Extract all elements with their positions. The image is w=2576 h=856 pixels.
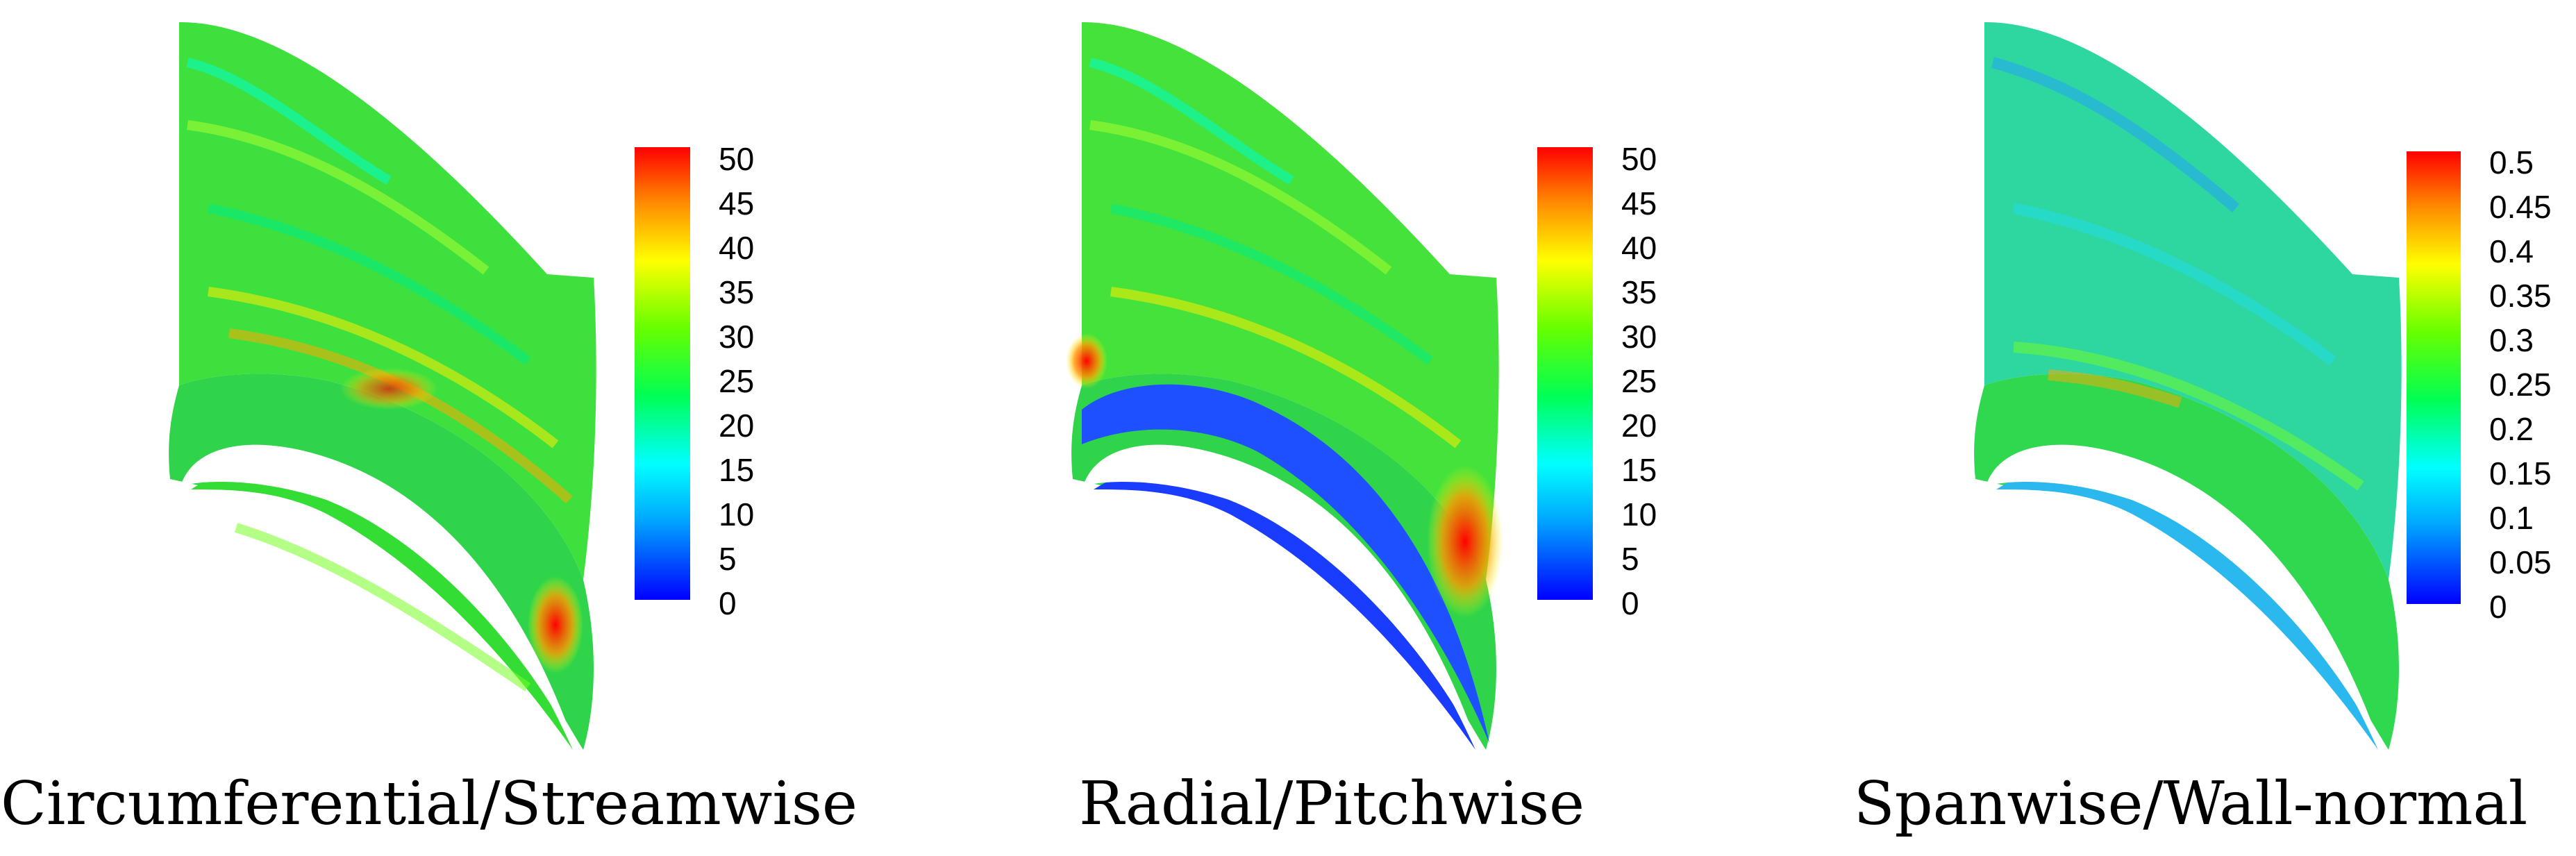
turbulence-streaks: [1991, 57, 2364, 491]
contour-plot: 0.5 0.45 0.4 0.35 0.3 0.25 0.2 0.15 0.1 …: [1974, 22, 2552, 750]
panel-caption: Circumferential/Streamwise: [1, 769, 858, 839]
colorbar-tick: 30: [719, 319, 754, 355]
hot-spot: [528, 576, 583, 673]
colorbar-tick: 15: [719, 452, 754, 488]
colorbar-tick: 0.4: [2489, 233, 2534, 269]
colorbar-tick: 0: [2489, 589, 2507, 625]
colorbar-tick: 5: [719, 541, 737, 577]
colorbar-tick: 10: [719, 496, 754, 532]
colorbar: 0.5 0.45 0.4 0.35 0.3 0.25 0.2 0.15 0.1 …: [2407, 144, 2552, 625]
blade-profile: [1986, 444, 2382, 750]
colorbar-tick: 0.5: [2489, 144, 2534, 181]
colorbar-gradient: [635, 147, 690, 600]
hot-spot: [1427, 465, 1503, 618]
lower-passage: [1974, 374, 2399, 750]
contour-plot: 50 45 40 35 30 25 20 15 10 5 0: [1066, 22, 1657, 750]
colorbar-tick: 25: [719, 363, 754, 399]
panel-spanwise-wall-normal: 0.5 0.45 0.4 0.35 0.3 0.25 0.2 0.15 0.1 …: [1805, 0, 2576, 856]
colorbar-tick: 45: [719, 185, 754, 221]
contour-plot: 50 45 40 35 30 25 20 15 10 5 0: [169, 22, 754, 750]
panel-caption: Radial/Pitchwise: [1079, 769, 1584, 839]
colorbar-tick: 5: [1621, 541, 1639, 577]
colorbar-tick: 20: [719, 408, 754, 444]
colorbar-tick: 0.25: [2489, 367, 2552, 403]
colorbar-tick: 30: [1621, 319, 1657, 355]
colorbar-tick: 50: [719, 141, 754, 177]
blade-boundary-layer: [1082, 384, 1489, 743]
blade-profile: [181, 444, 576, 750]
lower-passage: [169, 374, 594, 750]
colorbar: 50 45 40 35 30 25 20 15 10 5 0: [1537, 141, 1657, 621]
lower-passage: [1071, 374, 1496, 750]
colorbar-tick: 0.35: [2489, 278, 2552, 314]
colorbar-tick: 0.2: [2489, 411, 2534, 447]
panel-circumferential-streamwise: 50 45 40 35 30 25 20 15 10 5 0 Circumfer…: [0, 0, 858, 856]
colorbar-tick: 35: [719, 274, 754, 310]
colorbar-tick: 20: [1621, 408, 1657, 444]
colorbar-tick: 35: [1621, 274, 1657, 310]
hot-spot: [340, 368, 437, 410]
colorbar-tick: 0: [1621, 585, 1639, 621]
panel-caption: Spanwise/Wall-normal: [1853, 769, 2528, 839]
upper-passage: [1082, 22, 1499, 580]
colorbar-tick: 45: [1621, 185, 1657, 221]
colorbar-tick: 25: [1621, 363, 1657, 399]
panel-radial-pitchwise: 50 45 40 35 30 25 20 15 10 5 0 Radial/Pi…: [903, 0, 1761, 856]
colorbar-tick: 0.45: [2489, 189, 2552, 225]
colorbar-tick: 40: [719, 230, 754, 266]
hot-spot: [1066, 333, 1107, 389]
colorbar-tick: 0: [719, 585, 737, 621]
blade-profile: [1083, 444, 1479, 750]
colorbar-tick: 0.15: [2489, 455, 2552, 492]
colorbar-tick: 0.1: [2489, 500, 2534, 536]
colorbar-tick: 10: [1621, 496, 1657, 532]
colorbar-tick: 50: [1621, 141, 1657, 177]
colorbar-tick: 0.05: [2489, 544, 2552, 580]
colorbar-tick: 0.3: [2489, 322, 2534, 358]
colorbar-tick: 40: [1621, 230, 1657, 266]
colorbar-gradient: [1537, 147, 1593, 600]
colorbar-gradient: [2407, 151, 2461, 604]
colorbar: 50 45 40 35 30 25 20 15 10 5 0: [635, 141, 754, 621]
turbulence-streaks: [1089, 58, 1462, 448]
colorbar-tick: 15: [1621, 452, 1657, 488]
